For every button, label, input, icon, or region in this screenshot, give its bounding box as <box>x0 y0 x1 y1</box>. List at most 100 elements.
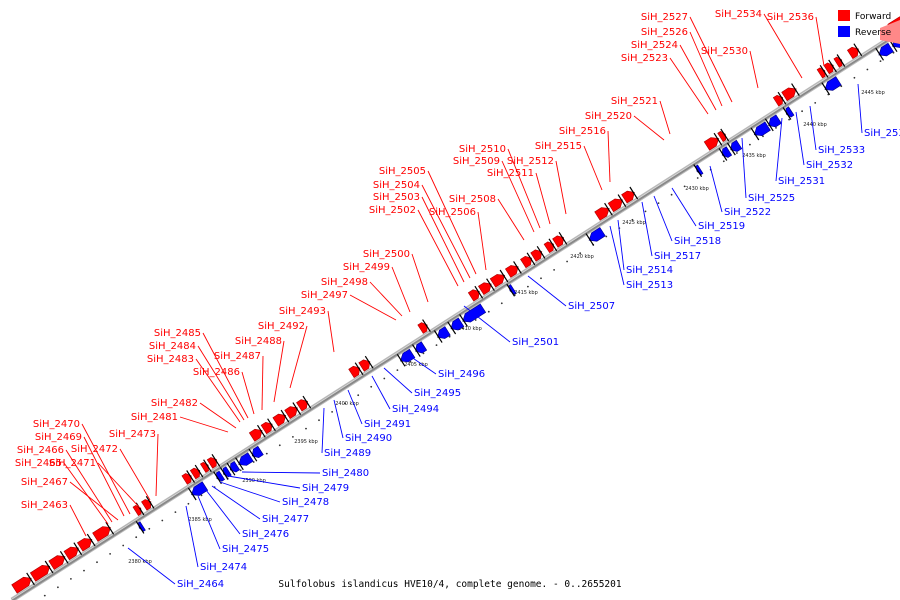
forward-gene-label[interactable]: SiH_2471 <box>49 458 96 469</box>
reverse-gene-arrow[interactable] <box>187 481 209 501</box>
reverse-gene-label[interactable]: SiH_2477 <box>262 514 309 525</box>
forward-gene-label[interactable]: SiH_2483 <box>147 354 194 365</box>
reverse-gene-label[interactable]: SiH_2501 <box>512 337 559 348</box>
forward-gene-arrow[interactable] <box>296 395 312 412</box>
forward-gene-label[interactable]: SiH_2484 <box>149 341 196 352</box>
reverse-gene-arrow[interactable] <box>226 460 241 476</box>
forward-gene-arrow[interactable] <box>703 132 723 151</box>
reverse-gene-arrow[interactable] <box>447 317 465 335</box>
reverse-gene-arrow[interactable] <box>411 341 428 357</box>
forward-gene-label[interactable]: SiH_2523 <box>621 53 668 64</box>
forward-gene-label[interactable]: SiH_2509 <box>453 156 500 167</box>
reverse-gene-arrow[interactable] <box>396 348 416 367</box>
forward-gene-arrow[interactable] <box>846 43 863 60</box>
reverse-gene-label[interactable]: SiH_2475 <box>222 544 269 555</box>
forward-gene-arrow[interactable] <box>248 424 266 442</box>
forward-gene-label[interactable]: SiH_2470 <box>33 419 80 430</box>
reverse-gene-label[interactable]: SiH_2531 <box>778 176 825 187</box>
reverse-gene-arrow[interactable] <box>726 139 743 156</box>
forward-gene-label[interactable]: SiH_2505 <box>379 166 426 177</box>
forward-gene-arrow[interactable] <box>29 560 54 582</box>
reverse-gene-label[interactable]: SiH_2537 <box>864 128 900 139</box>
reverse-gene-arrow[interactable] <box>821 76 842 96</box>
forward-gene-label[interactable]: SiH_2521 <box>611 96 658 107</box>
forward-gene-arrow[interactable] <box>552 231 568 248</box>
reverse-gene-label[interactable]: SiH_2507 <box>568 301 615 312</box>
forward-gene-arrow[interactable] <box>621 186 639 204</box>
forward-gene-arrow[interactable] <box>141 495 155 511</box>
forward-gene-label[interactable]: SiH_2463 <box>21 500 68 511</box>
forward-gene-label[interactable]: SiH_2488 <box>235 336 282 347</box>
forward-gene-arrow[interactable] <box>823 59 837 75</box>
reverse-gene-label[interactable]: SiH_2517 <box>654 251 701 262</box>
forward-gene-label[interactable]: SiH_2485 <box>154 328 201 339</box>
forward-gene-arrow[interactable] <box>520 252 536 269</box>
forward-gene-arrow[interactable] <box>816 64 829 79</box>
forward-gene-label[interactable]: SiH_2536 <box>767 12 814 23</box>
forward-gene-label[interactable]: SiH_2511 <box>487 168 534 179</box>
reverse-gene-arrow[interactable] <box>235 452 254 471</box>
forward-gene-arrow[interactable] <box>417 319 431 334</box>
reverse-gene-label[interactable]: SiH_2480 <box>322 468 369 479</box>
forward-gene-label[interactable]: SiH_2473 <box>109 429 156 440</box>
reverse-gene-arrow[interactable] <box>718 146 733 161</box>
reverse-gene-label[interactable]: SiH_2464 <box>177 579 224 590</box>
forward-gene-arrow[interactable] <box>530 245 546 262</box>
reverse-gene-label[interactable]: SiH_2532 <box>806 160 853 171</box>
forward-gene-arrow[interactable] <box>11 572 35 594</box>
forward-gene-arrow[interactable] <box>781 83 800 102</box>
forward-gene-label[interactable]: SiH_2481 <box>131 412 178 423</box>
reverse-gene-arrow[interactable] <box>135 520 146 534</box>
forward-gene-label[interactable]: SiH_2503 <box>373 192 420 203</box>
forward-gene-arrow[interactable] <box>76 533 96 552</box>
forward-gene-label[interactable]: SiH_2526 <box>641 27 688 38</box>
forward-gene-label[interactable]: SiH_2466 <box>17 445 64 456</box>
forward-gene-label[interactable]: SiH_2510 <box>459 144 506 155</box>
forward-gene-label[interactable]: SiH_2499 <box>343 262 390 273</box>
forward-gene-arrow[interactable] <box>48 550 69 570</box>
forward-gene-label[interactable]: SiH_2465 <box>15 458 62 469</box>
forward-gene-label[interactable]: SiH_2486 <box>193 367 240 378</box>
reverse-gene-arrow[interactable] <box>693 164 704 178</box>
forward-gene-arrow[interactable] <box>206 453 221 469</box>
forward-gene-arrow[interactable] <box>607 194 627 213</box>
forward-gene-label[interactable]: SiH_2492 <box>258 321 305 332</box>
reverse-gene-label[interactable]: SiH_2474 <box>200 562 247 573</box>
forward-gene-arrow[interactable] <box>63 542 83 561</box>
forward-gene-label[interactable]: SiH_2516 <box>559 126 606 137</box>
reverse-gene-arrow[interactable] <box>433 326 451 343</box>
reverse-gene-arrow[interactable] <box>585 227 606 246</box>
reverse-gene-label[interactable]: SiH_2513 <box>626 280 673 291</box>
forward-gene-label[interactable]: SiH_2520 <box>585 111 632 122</box>
reverse-gene-label[interactable]: SiH_2525 <box>748 193 795 204</box>
reverse-gene-arrow[interactable] <box>459 303 487 327</box>
forward-gene-arrow[interactable] <box>199 459 212 473</box>
forward-gene-label[interactable]: SiH_2497 <box>301 290 348 301</box>
reverse-gene-arrow[interactable] <box>875 42 894 61</box>
forward-gene-label[interactable]: SiH_2500 <box>363 249 410 260</box>
forward-gene-arrow[interactable] <box>348 362 364 379</box>
forward-gene-label[interactable]: SiH_2493 <box>279 306 326 317</box>
forward-gene-arrow[interactable] <box>189 464 204 480</box>
reverse-gene-label[interactable]: SiH_2522 <box>724 207 771 218</box>
forward-gene-label[interactable]: SiH_2527 <box>641 12 688 23</box>
forward-gene-label[interactable]: SiH_2469 <box>35 432 82 443</box>
reverse-gene-arrow[interactable] <box>248 445 264 462</box>
forward-gene-label[interactable]: SiH_2504 <box>373 180 420 191</box>
reverse-gene-label[interactable]: SiH_2478 <box>282 497 329 508</box>
forward-gene-label[interactable]: SiH_2472 <box>71 444 118 455</box>
forward-gene-label[interactable]: SiH_2508 <box>449 194 496 205</box>
reverse-gene-label[interactable]: SiH_2491 <box>364 419 411 430</box>
forward-gene-label[interactable]: SiH_2502 <box>369 205 416 216</box>
reverse-gene-label[interactable]: SiH_2479 <box>302 483 349 494</box>
reverse-gene-label[interactable]: SiH_2514 <box>626 265 673 276</box>
forward-gene-label[interactable]: SiH_2515 <box>535 141 582 152</box>
forward-gene-label[interactable]: SiH_2506 <box>429 207 476 218</box>
forward-gene-arrow[interactable] <box>181 470 196 485</box>
forward-gene-arrow[interactable] <box>717 128 730 143</box>
reverse-gene-arrow[interactable] <box>764 114 782 132</box>
forward-gene-arrow[interactable] <box>833 54 846 68</box>
reverse-gene-arrow[interactable] <box>219 466 232 480</box>
forward-gene-arrow[interactable] <box>467 285 484 302</box>
forward-gene-label[interactable]: SiH_2530 <box>701 46 748 57</box>
